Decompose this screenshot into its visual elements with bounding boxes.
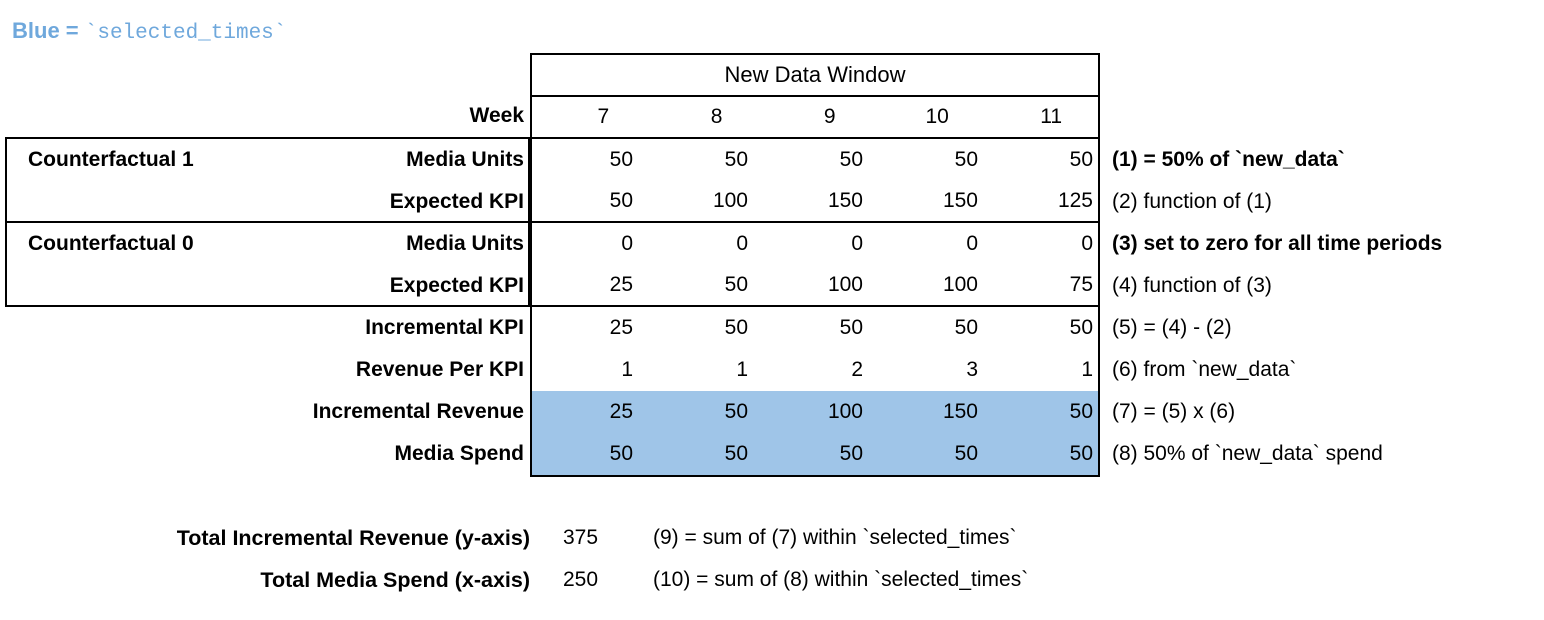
group-box-counterfactual-0 [5,221,530,307]
table-cell: 50 [1069,442,1093,465]
note-2: (2) function of (1) [1112,190,1272,213]
table-cell: 75 [1069,273,1093,296]
legend: Blue = `selected_times` [12,16,286,46]
table-cell: 50 [609,442,633,465]
total-media-spend-label: Total Media Spend (x-axis) [260,568,530,592]
table-cell: 1 [736,358,748,381]
week-label: Week [469,104,524,127]
group-label-counterfactual-0: Counterfactual 0 [28,232,194,255]
table-cell: 0 [621,232,633,255]
table-cell: 50 [609,148,633,171]
table-row-incremental-revenue-highlighted: 25 50 100 150 50 [532,391,1098,433]
table-row-expected-kpi-cf0: 25 50 100 100 75 [532,265,1098,307]
table-cell: 50 [1069,316,1093,339]
table-cell: 3 [966,358,978,381]
note-10: (10) = sum of (8) within `selected_times… [653,568,1029,591]
week-value: 10 [925,105,949,128]
table-cell: 50 [839,442,863,465]
table-cell: 0 [851,232,863,255]
table-cell: 1 [1081,358,1093,381]
table-cell: 100 [712,189,748,212]
note-1: (1) = 50% of `new_data` [1112,148,1345,171]
table-cell: 100 [827,400,863,423]
week-value: 9 [823,105,836,128]
row-label-media-spend: Media Spend [394,442,524,465]
total-incremental-revenue-label: Total Incremental Revenue (y-axis) [176,526,530,550]
row-label-incremental-kpi: Incremental KPI [365,316,524,339]
week-value: 7 [597,105,610,128]
row-label-media-units-cf1: Media Units [406,148,524,171]
group-label-counterfactual-1: Counterfactual 1 [28,148,194,171]
table-cell: 50 [609,189,633,212]
note-4: (4) function of (3) [1112,274,1272,297]
note-3: (3) set to zero for all time periods [1112,232,1443,255]
note-5: (5) = (4) - (2) [1112,316,1232,339]
table-row-revenue-per-kpi: 1 1 2 3 1 [532,349,1098,391]
legend-code-selected-times: `selected_times` [84,22,287,45]
total-incremental-revenue-value: 375 [563,526,599,549]
table-row-media-units-cf1: 50 50 50 50 50 [532,139,1098,181]
table-row-media-units-cf0: 0 0 0 0 0 [532,223,1098,265]
table-cell: 50 [724,273,748,296]
week-value: 11 [1040,105,1063,128]
table-cell: 100 [942,273,978,296]
table-cell: 0 [966,232,978,255]
row-label-incremental-revenue: Incremental Revenue [312,400,524,423]
table-row-media-spend-highlighted: 50 50 50 50 50 [532,433,1098,475]
table-cell: 50 [1069,400,1093,423]
table-cell: 150 [827,189,863,212]
legend-text: Blue = [12,18,85,43]
table-cell: 50 [954,148,978,171]
table-cell: 50 [839,148,863,171]
row-label-media-units-cf0: Media Units [406,232,524,255]
note-6: (6) from `new_data` [1112,358,1297,381]
total-media-spend-value: 250 [563,568,599,591]
table-cell: 25 [609,400,633,423]
table-cell: 50 [839,316,863,339]
table-grid: New Data Window 7 8 9 10 11 50 50 50 50 … [530,53,1100,477]
table-cell: 50 [724,400,748,423]
table-cell: 2 [851,358,863,381]
table-cell: 150 [942,400,978,423]
table-cell: 50 [954,316,978,339]
table-cell: 150 [942,189,978,212]
note-7: (7) = (5) x (6) [1112,400,1236,423]
table-cell: 50 [724,442,748,465]
table-cell: 50 [724,316,748,339]
note-9: (9) = sum of (7) within `selected_times` [653,526,1017,549]
row-label-revenue-per-kpi: Revenue Per KPI [355,358,524,381]
week-row: 7 8 9 10 11 [532,97,1098,139]
window-title: New Data Window [532,55,1098,97]
table-row-expected-kpi-cf1: 50 100 150 150 125 [532,181,1098,223]
table-cell: 50 [954,442,978,465]
table-cell: 50 [724,148,748,171]
table-row-incremental-kpi: 25 50 50 50 50 [532,307,1098,349]
table-cell: 50 [1069,148,1093,171]
table-cell: 25 [609,273,633,296]
table-cell: 125 [1057,189,1093,212]
table-cell: 100 [827,273,863,296]
table-cell: 0 [1081,232,1093,255]
week-value: 8 [710,105,723,128]
row-label-expected-kpi-cf1: Expected KPI [389,190,524,213]
table-cell: 1 [621,358,633,381]
table-cell: 25 [609,316,633,339]
note-8: (8) 50% of `new_data` spend [1112,442,1383,465]
table-cell: 0 [736,232,748,255]
row-label-expected-kpi-cf0: Expected KPI [389,274,524,297]
